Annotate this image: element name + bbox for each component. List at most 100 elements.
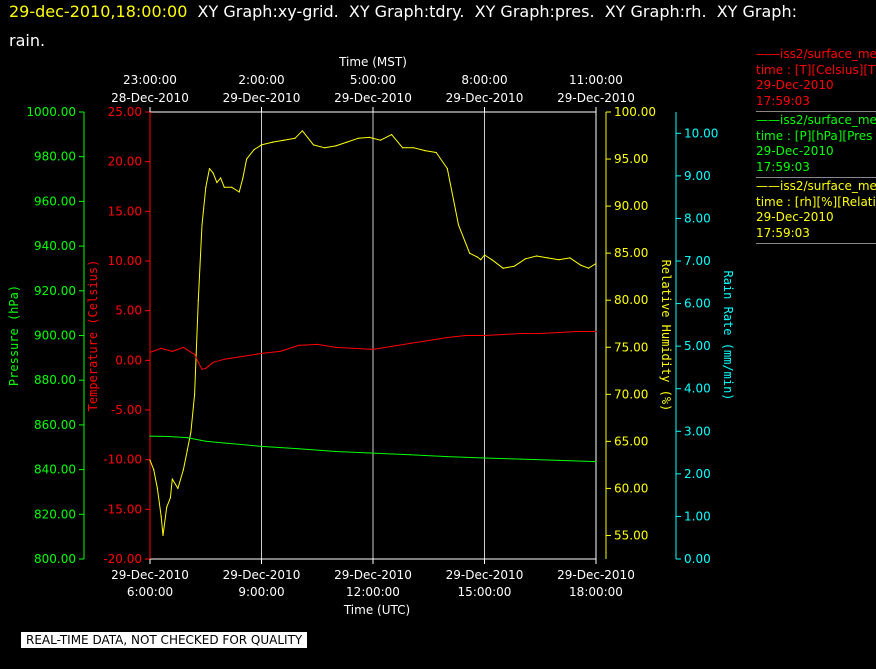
tdry-data-point xyxy=(428,339,430,342)
tdry-series-line xyxy=(149,331,596,370)
rain-tick-label: 3.00 xyxy=(684,424,711,438)
legend-time-text: 17:59:03 xyxy=(756,225,810,240)
tdry-data-point xyxy=(335,346,337,348)
legend-series-name: ——iss2/surface_me xyxy=(756,113,876,129)
tdry-tick-label: 5.00 xyxy=(115,304,142,318)
rh-data-point xyxy=(312,144,315,146)
rh-data-point xyxy=(588,267,590,269)
bottom-axis-tick-time: 12:00:00 xyxy=(346,585,400,599)
rh-data-point xyxy=(595,262,597,265)
rh-data-point xyxy=(169,497,171,499)
rh-tick-label: 85.00 xyxy=(614,246,648,260)
pres-data-point xyxy=(446,456,448,458)
legend-series-units: time : [T][Celsius][T xyxy=(756,63,876,79)
pres-tick-label: 920.00 xyxy=(34,284,76,298)
legend-entry: ——iss2/surface_me time : [P][hPa][Pres 29-… xyxy=(756,113,876,178)
rh-data-point xyxy=(424,150,426,152)
pres-data-point xyxy=(168,435,170,438)
rh-data-point xyxy=(260,144,263,146)
tdry-data-point xyxy=(372,348,374,350)
axes: 800.00 820.00 840.00 860.00 880.00 900.00 920.… xyxy=(7,105,735,566)
tdry-data-point xyxy=(171,350,173,352)
pres-data-point xyxy=(335,450,337,453)
tdry-data-point xyxy=(194,353,196,355)
rain-tick-label: 1.00 xyxy=(684,509,711,523)
tdry-data-point xyxy=(483,334,486,337)
rh-data-point xyxy=(166,506,168,508)
tdry-data-point xyxy=(576,330,579,333)
rh-data-point xyxy=(149,459,151,461)
tdry-data-point xyxy=(465,334,467,337)
rh-data-point xyxy=(469,252,471,254)
tdry-data-point xyxy=(409,342,411,344)
bottom-axis-tick-date: 29-Dec-2010 xyxy=(446,568,524,582)
pres-tick-label: 840.00 xyxy=(34,463,76,477)
legend-line-swatch: —— xyxy=(756,47,780,61)
top-axis-title: Time (MST) xyxy=(338,55,407,69)
pres-tick-label: 960.00 xyxy=(34,194,76,208)
tdry-data-point xyxy=(160,347,162,349)
rh-data-point xyxy=(357,137,359,139)
legend-time: 17:59:03 xyxy=(756,94,876,110)
rh-data-point xyxy=(379,139,381,141)
pres-tick-label: 980.00 xyxy=(34,150,76,164)
rh-data-point xyxy=(368,136,370,138)
grid-lines xyxy=(261,112,485,559)
legend-date-text: 29-Dec-2010 xyxy=(756,210,834,224)
top-axis-tick-time: 2:00:00 xyxy=(238,73,284,87)
rain-tick-label: 7.00 xyxy=(684,254,711,268)
rh-data-point xyxy=(160,516,162,518)
legend-series-name-text: iss2/surface_me xyxy=(780,179,876,193)
top-axis-tick-date: 29-Dec-2010 xyxy=(223,91,301,105)
header-date: 29-dec-2010,18:00:00 xyxy=(9,2,188,21)
legend-series-units: time : [rh][%][Relati xyxy=(756,195,876,211)
legend-series-name: ——iss2/surface_me xyxy=(756,179,876,195)
rh-data-point xyxy=(524,258,527,260)
legend-series-units-text: time : [rh][%][Relati xyxy=(756,194,876,209)
time-axes: 23:00:00 28-Dec-2010 2:00:00 29-Dec-2010 5:0… xyxy=(111,73,635,599)
rh-data-point xyxy=(231,186,233,188)
rh-data-point xyxy=(391,134,393,136)
rain-tick-label: 5.00 xyxy=(684,339,711,353)
tdry-data-point xyxy=(201,368,203,370)
rh-tick-label: 80.00 xyxy=(614,293,648,307)
rh-data-point xyxy=(558,259,560,261)
rh-data-point xyxy=(194,393,196,395)
bottom-axis-tick-time: 18:00:00 xyxy=(569,585,623,599)
rh-data-point xyxy=(272,141,274,143)
top-axis-tick-date: 29-Dec-2010 xyxy=(557,91,635,105)
tdry-data-point xyxy=(242,355,244,357)
pres-data-point xyxy=(223,442,225,444)
tdry-tick-label: 10.00 xyxy=(108,254,142,268)
rh-data-point xyxy=(301,130,303,132)
tdry-tick-label: 0.00 xyxy=(115,353,142,367)
tdry-data-point xyxy=(182,346,184,348)
rh-data-point xyxy=(177,487,179,489)
pres-data-point xyxy=(149,435,151,437)
rh-data-point xyxy=(335,145,337,147)
tdry-tick-label: 15.00 xyxy=(108,204,142,218)
rh-data-point xyxy=(435,151,437,154)
rain-tick-label: 0.00 xyxy=(684,552,711,566)
tdry-data-point xyxy=(521,332,523,335)
bottom-axis-tick-time: 6:00:00 xyxy=(127,585,173,599)
legend-date: 29-Dec-2010 xyxy=(756,78,876,94)
legend-series-name-text: iss2/surface_me xyxy=(780,47,876,61)
rh-data-point xyxy=(216,182,218,184)
rh-data-point xyxy=(446,167,448,170)
rain-tick-label: 9.00 xyxy=(684,169,711,183)
rain-tick-label: 8.00 xyxy=(684,211,711,225)
top-axis-tick-date: 29-Dec-2010 xyxy=(334,91,412,105)
rain-axis-label: Rain Rate (mm/min) xyxy=(721,270,735,400)
bottom-axis-tick-time: 15:00:00 xyxy=(458,585,512,599)
rh-axis-label: Relative Humidity (%) xyxy=(659,260,673,412)
rh-data-point xyxy=(513,265,515,267)
pres-tick-label: 940.00 xyxy=(34,239,76,253)
tdry-tick-label: -10.00 xyxy=(103,453,142,467)
tdry-data-point xyxy=(391,345,393,347)
legend-time: 17:59:03 xyxy=(756,226,876,242)
top-axis-tick-time: 23:00:00 xyxy=(123,73,177,87)
legend-date: 29-Dec-2010 xyxy=(756,210,876,226)
rh-data-point xyxy=(547,257,549,259)
